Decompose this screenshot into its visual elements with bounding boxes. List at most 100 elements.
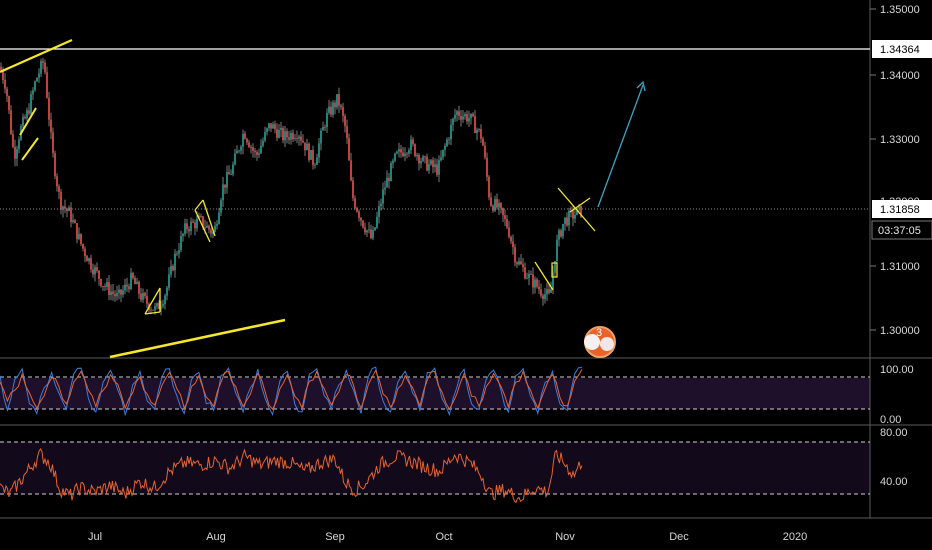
pattern-line-1[interactable] [144,287,161,315]
candle-body [354,198,356,208]
arrow-head-icon [636,80,646,92]
candle-body [140,293,142,300]
candle-body [144,293,146,296]
pattern-line-5[interactable] [202,199,216,237]
candle-body [410,139,412,151]
candle-body [80,233,82,244]
falling-wedge-line[interactable] [534,261,554,291]
candle-body [550,289,552,293]
candle-body [332,102,334,115]
candle-body [388,177,390,182]
candle-body [506,218,508,228]
projection-arrow-line [597,84,644,208]
candle-body [156,303,158,307]
candle-body [202,216,204,228]
candle-body [516,262,518,265]
bull-flag-lower[interactable] [569,197,591,213]
candle-body [562,223,564,237]
candle-body [278,129,280,138]
candle-body [316,157,318,165]
candle-body [166,287,168,296]
bull-flag-upper[interactable] [557,187,596,232]
candle-body [312,150,314,165]
candle-body [296,138,298,139]
candle-body [420,160,422,164]
candle-body [450,124,452,140]
candle-body [400,149,402,153]
pattern-line-6[interactable] [194,209,211,243]
candle-body [102,286,104,287]
candle-body [284,131,286,141]
candle-body [214,225,216,232]
candle-body [500,203,502,208]
candle-body [546,289,548,295]
candle-body [540,289,542,296]
candle-body [26,110,28,119]
trend-line-bottom[interactable] [109,318,286,359]
candle-body [306,143,308,151]
event-count-label: 3 [596,327,602,339]
candle-body [520,261,522,265]
flag-line-1[interactable] [19,107,37,136]
flag-line-2[interactable] [21,137,39,161]
projection-arrow[interactable] [597,80,646,208]
candle-body [404,153,406,156]
candle-body [534,279,536,288]
trend-drawings[interactable] [0,38,596,359]
candle-body [12,133,14,147]
candle-body [242,133,244,147]
candle-body [280,128,282,130]
economic-event-badge[interactable]: 3 [584,326,616,358]
pattern-line-3[interactable] [144,311,161,315]
candle-body [196,218,198,229]
candle-body [508,227,510,237]
pattern-line-4[interactable] [194,199,204,211]
candle-body [424,156,426,158]
countdown-label: 03:37:05 [878,225,921,237]
candle-body [566,217,568,226]
candle-body [568,210,570,226]
candle-body [478,128,480,130]
candle-body [270,123,272,129]
candle-body [496,199,498,208]
candle-body [330,106,332,115]
candle-body [360,217,362,221]
breakout-box[interactable] [551,262,558,278]
candle-body [88,258,90,262]
candle-body [272,124,274,129]
candle-body [502,207,504,216]
rsi-tick-label: 40.00 [880,476,908,488]
candle-body [544,294,546,300]
candle-body [220,200,222,213]
candle-body [28,110,30,114]
candle-body [460,116,462,120]
candle-body [560,230,562,237]
candle-body [154,306,156,311]
candle-body [292,132,294,140]
candle-body [364,227,366,233]
candle-body [350,160,352,181]
candle-body [376,216,378,228]
price-tick-label: 1.35000 [880,4,920,16]
candle-body [72,220,74,222]
candle-body [392,160,394,164]
candle-body [342,107,344,117]
candle-body [40,61,42,74]
candle-body [294,138,296,140]
candle-body [2,70,4,81]
candle-body [386,177,388,188]
candle-body [236,150,238,154]
candle-body [396,151,398,154]
candle-body [238,150,240,152]
candle-body [130,273,132,290]
candle-body [334,102,336,108]
candle-body [264,132,266,141]
month-label: Sep [325,531,345,543]
candle-body [554,261,556,273]
countdown-tag [871,220,932,240]
trend-line-top[interactable] [0,38,73,74]
candle-body [114,293,116,297]
candle-body [18,139,20,150]
candle-body [416,154,418,157]
